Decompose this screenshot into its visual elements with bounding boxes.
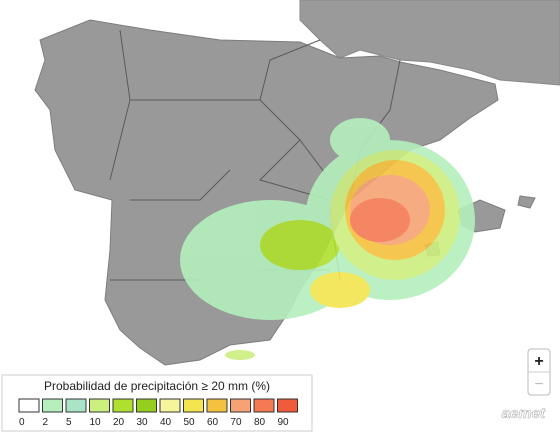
- legend-title: Probabilidad de precipitación ≥ 20 mm (%…: [44, 379, 270, 393]
- zoom-out[interactable]: −: [534, 376, 543, 393]
- legend-label: 80: [254, 417, 266, 428]
- legend-swatch: [136, 398, 157, 413]
- legend-label: 70: [231, 417, 243, 428]
- legend-swatch: [112, 398, 134, 413]
- legend-swatch: [277, 398, 298, 413]
- legend-label: 2: [43, 417, 49, 428]
- legend-swatch: [18, 398, 40, 413]
- logo: aemet: [502, 405, 546, 422]
- legend-items: 0 2 5 10 20 30 40 50 60 70 80 90: [18, 398, 298, 428]
- legend-swatch: [89, 398, 110, 413]
- legend-label: 60: [207, 417, 219, 428]
- legend-swatch: [230, 398, 251, 413]
- legend-label: 90: [278, 417, 290, 428]
- zoom-in[interactable]: +: [534, 353, 543, 370]
- legend-swatch: [253, 398, 275, 413]
- legend-swatch: [183, 398, 204, 413]
- legend-swatch: [42, 398, 63, 413]
- legend-label: 50: [184, 417, 196, 428]
- zoom-control: + −: [527, 348, 551, 396]
- legend-swatch: [206, 398, 228, 413]
- precipitation-field: [180, 118, 475, 360]
- legend-label: 40: [160, 417, 172, 428]
- legend-label: 30: [137, 417, 149, 428]
- legend-label: 5: [66, 417, 72, 428]
- legend-swatch: [159, 398, 181, 413]
- legend-label: 20: [113, 417, 125, 428]
- legend-label: 0: [19, 417, 25, 428]
- legend-swatch: [65, 398, 87, 413]
- legend-label: 10: [90, 417, 102, 428]
